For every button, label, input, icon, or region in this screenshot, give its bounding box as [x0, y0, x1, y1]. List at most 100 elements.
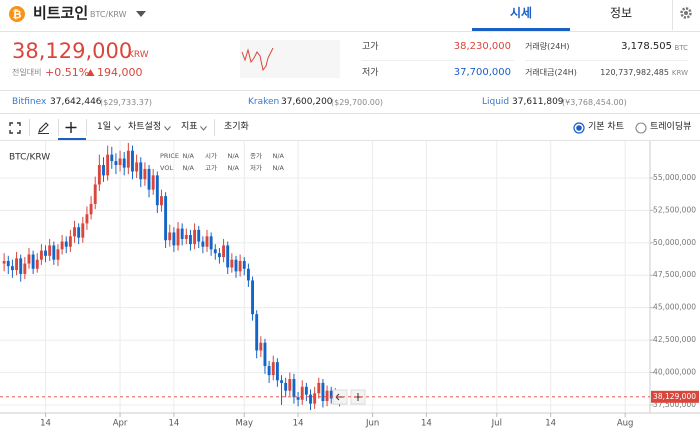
- exchange-price: 37,642,446: [50, 97, 102, 107]
- x-tick-label: 14: [40, 419, 51, 429]
- candle-body: [205, 236, 209, 247]
- candle-body: [139, 162, 143, 180]
- candle-body: [160, 196, 163, 206]
- candle-body: [97, 164, 101, 185]
- change: 194,000: [97, 66, 143, 79]
- candle-body: [304, 386, 308, 395]
- exchange-alt: ($29,700.00): [331, 98, 384, 107]
- divider: [672, 0, 673, 30]
- mode-option[interactable]: 트레이딩뷰: [650, 122, 692, 132]
- fullscreen-button[interactable]: [9, 122, 21, 134]
- radio-checked[interactable]: [573, 122, 585, 134]
- y-tick-label: 37,500,000: [653, 400, 696, 409]
- candle-body: [284, 382, 288, 391]
- settings-button[interactable]: 차트설정: [128, 122, 162, 132]
- caret: [164, 126, 171, 131]
- indicators-button[interactable]: 지표: [181, 122, 198, 132]
- y-tick-label: 45,000,000: [653, 303, 696, 312]
- candle-body: [118, 158, 122, 165]
- reset-button[interactable]: 초기화: [224, 122, 249, 132]
- y-tick-label: 52,500,000: [653, 205, 696, 214]
- candle-body: [296, 397, 300, 400]
- exchange-price: 37,611,809: [512, 97, 564, 107]
- candle-body: [288, 379, 292, 391]
- stat-value: 37,700,000: [453, 67, 511, 78]
- candle-body: [122, 158, 126, 168]
- info-text: 고가: [205, 163, 217, 172]
- y-tick-label: 55,000,000: [653, 173, 696, 182]
- info-text: N/A: [183, 164, 195, 172]
- candles: [2, 142, 341, 411]
- candle-body: [238, 260, 242, 272]
- candle-body: [226, 245, 230, 268]
- candle-body: [234, 259, 238, 272]
- mode-option[interactable]: 기본 차트: [588, 122, 624, 132]
- divider: [0, 140, 700, 141]
- radio[interactable]: [635, 122, 647, 134]
- crosshair-button[interactable]: [64, 121, 78, 134]
- divider: [0, 90, 700, 91]
- candle-body: [102, 164, 105, 176]
- candle-body: [48, 245, 52, 256]
- info-text: PRICE: [160, 152, 179, 160]
- coin-icon: ₿: [9, 6, 25, 22]
- active-indicator: [58, 138, 86, 140]
- dropdown[interactable]: [135, 10, 147, 18]
- candle-body: [2, 260, 6, 264]
- info-text: N/A: [273, 152, 285, 160]
- sparkline: [240, 40, 340, 78]
- candle-body: [19, 258, 23, 274]
- chart: BTC/KRW 37,500,000 40,000,000 42,500,000 45…: [0, 141, 700, 429]
- change-pct: +0.51%: [45, 66, 90, 79]
- candle-body: [151, 175, 155, 190]
- change-label: 전일대비: [12, 68, 42, 77]
- candle-body: [56, 249, 60, 260]
- candle-body: [321, 382, 325, 402]
- candle-body: [114, 161, 118, 165]
- divider: [86, 119, 87, 136]
- candle-body: [93, 184, 97, 204]
- candle-body: [217, 253, 221, 258]
- divider: [0, 31, 700, 32]
- divider: [58, 119, 59, 136]
- candle-body: [155, 175, 159, 206]
- price: 38,129,000: [12, 39, 133, 63]
- candle-body: [251, 280, 254, 315]
- info-text: N/A: [273, 164, 285, 172]
- last-price-tag: [651, 390, 699, 403]
- stat-value: 3,178.505: [621, 41, 672, 52]
- chart-label: BTC/KRW: [9, 153, 50, 163]
- tab[interactable]: 정보: [609, 6, 633, 20]
- candle-body: [23, 263, 27, 274]
- candle-body: [85, 214, 89, 224]
- interval-button[interactable]: 1일: [97, 122, 112, 132]
- y-tick-label: 42,500,000: [653, 335, 696, 344]
- candle-body: [317, 382, 321, 394]
- candle-body: [106, 154, 110, 176]
- candle-body: [77, 227, 81, 238]
- exchange-name: Kraken: [248, 97, 280, 107]
- grid: [0, 141, 650, 413]
- candle-body: [164, 196, 168, 241]
- candle-body: [147, 168, 151, 190]
- x-tick-label: 14: [293, 419, 304, 429]
- candle-body: [309, 394, 312, 404]
- candle-body: [15, 258, 19, 271]
- divider: [525, 60, 688, 61]
- draw-button[interactable]: [37, 121, 50, 134]
- candle-body: [213, 249, 217, 254]
- info-text: N/A: [183, 152, 195, 160]
- candle-body: [27, 254, 31, 264]
- tab[interactable]: 시세: [509, 6, 533, 20]
- svg-text:₿: ₿: [13, 8, 22, 21]
- candle-body: [292, 379, 296, 398]
- candle-body: [259, 342, 263, 351]
- stat-unit: BTC: [674, 44, 688, 52]
- candle-body: [193, 229, 197, 245]
- settings-icon[interactable]: [679, 6, 693, 20]
- candle-body: [64, 241, 68, 247]
- currency: KRW: [128, 50, 149, 60]
- stat-value: 38,230,000: [453, 41, 511, 52]
- exchange-price: 37,600,200: [281, 97, 333, 107]
